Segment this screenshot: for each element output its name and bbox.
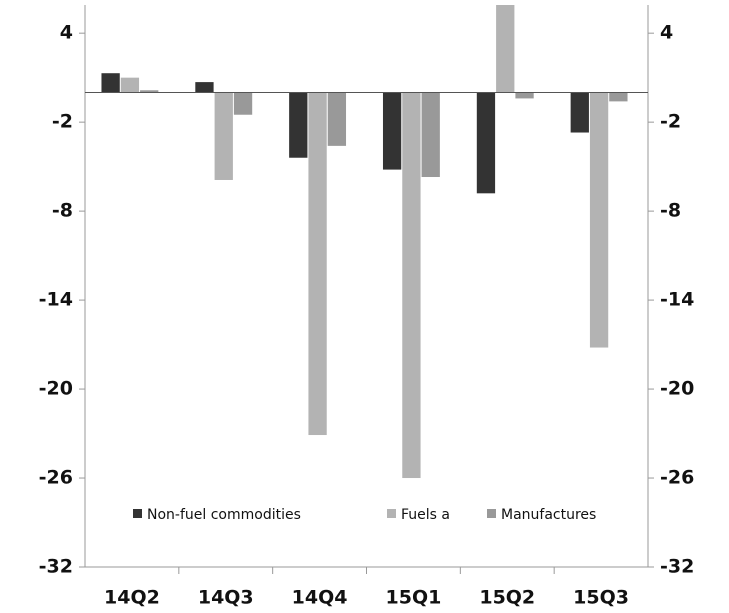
bar xyxy=(195,82,214,93)
legend-label: Manufactures xyxy=(501,507,596,523)
bar xyxy=(570,92,589,133)
y2-tick-label: -26 xyxy=(660,467,694,489)
bar xyxy=(289,92,308,158)
bar xyxy=(308,92,327,436)
x-tick-label: 15Q3 xyxy=(573,587,629,609)
y2-tick-label: -20 xyxy=(660,378,694,400)
bar xyxy=(515,92,534,99)
y2-tick-label: -2 xyxy=(660,111,681,133)
bar xyxy=(382,92,402,170)
y-tick-label: -2 xyxy=(52,111,73,133)
x-tick-label: 15Q1 xyxy=(386,587,442,609)
y-tick-label: 4 xyxy=(60,22,73,44)
legend-swatch xyxy=(487,509,496,518)
bar xyxy=(609,92,628,102)
bars xyxy=(101,5,628,479)
bar xyxy=(589,92,609,348)
y-tick-label: -32 xyxy=(39,556,73,578)
y2-tick-label: -8 xyxy=(660,200,681,222)
x-tick-label: 14Q2 xyxy=(104,587,160,609)
y-tick-label: -8 xyxy=(52,200,73,222)
bar xyxy=(327,92,347,146)
legend-label: Fuels a xyxy=(401,507,450,523)
y2-tick-label: 4 xyxy=(660,22,673,44)
x-tick-label: 14Q3 xyxy=(198,587,254,609)
y-tick-label: -20 xyxy=(39,378,73,400)
legend-swatch xyxy=(133,509,142,518)
bar xyxy=(214,92,233,180)
x-tick-label: 14Q4 xyxy=(292,587,348,609)
bar xyxy=(120,77,140,93)
bar xyxy=(476,92,496,194)
bar xyxy=(140,90,159,93)
y-tick-label: -14 xyxy=(39,289,73,311)
bar xyxy=(233,92,253,115)
x-tick-label: 15Q2 xyxy=(479,587,535,609)
y-tick-label: -26 xyxy=(39,467,73,489)
y2-tick-label: -32 xyxy=(660,556,694,578)
legend-swatch xyxy=(387,509,396,518)
bar xyxy=(101,73,120,93)
bar xyxy=(402,92,421,479)
y2-tick-label: -14 xyxy=(660,289,694,311)
bar xyxy=(496,5,515,93)
bar xyxy=(421,92,440,178)
legend-label: Non-fuel commodities xyxy=(147,507,301,523)
